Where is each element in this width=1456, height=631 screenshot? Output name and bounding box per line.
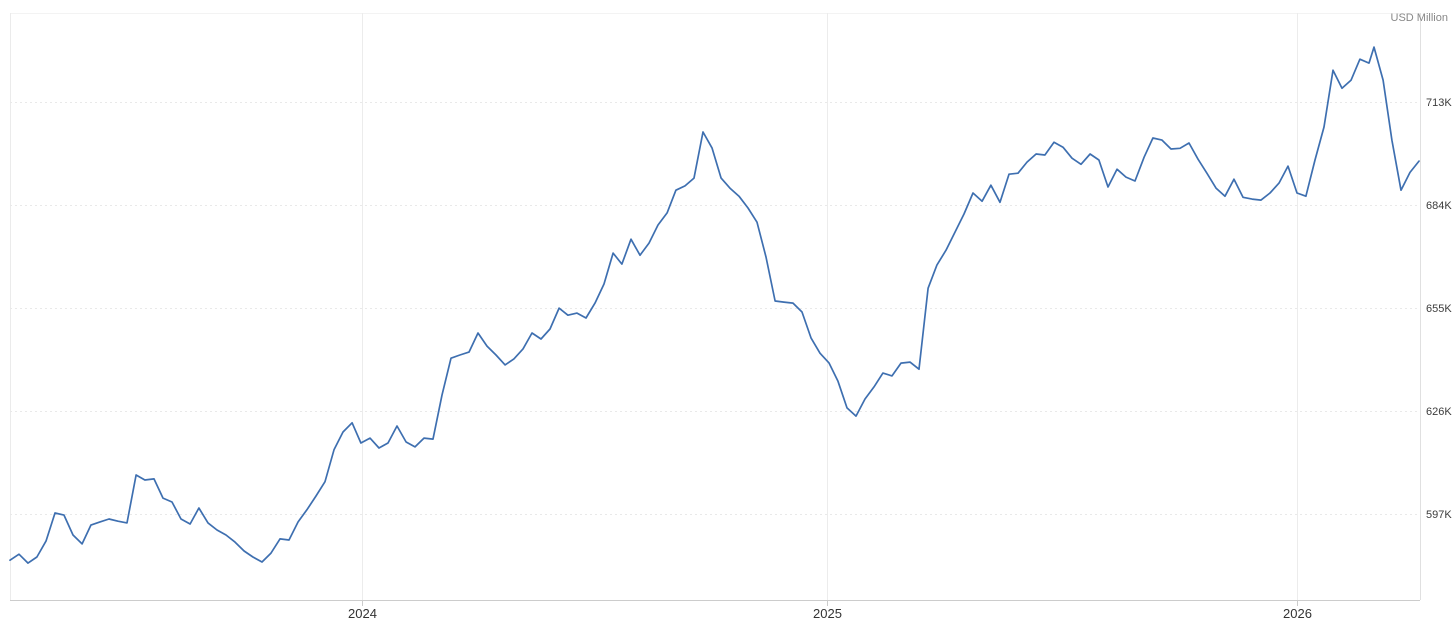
unit-label: USD Million: [1390, 12, 1448, 24]
x-axis-year-label: 2024: [348, 606, 377, 621]
series-line: [9, 46, 1420, 564]
y-axis-tick-label: 626K: [1426, 405, 1452, 418]
y-axis-tick-label: 713K: [1426, 96, 1452, 109]
x-axis-year-label: 2026: [1283, 606, 1312, 621]
y-axis-tick-label: 597K: [1426, 508, 1452, 521]
y-axis-tick-label: 684K: [1426, 199, 1452, 212]
y-axis-tick-label: 655K: [1426, 302, 1452, 315]
x-axis-year-label: 2025: [813, 606, 842, 621]
